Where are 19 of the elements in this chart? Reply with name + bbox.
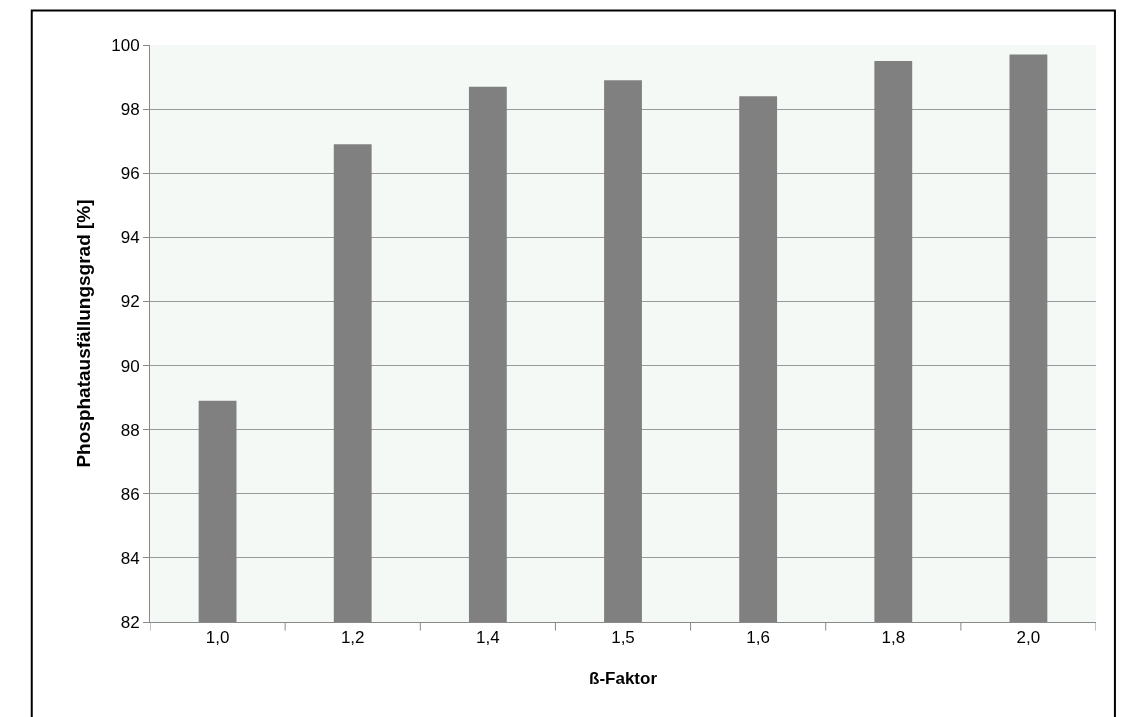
y-tick-label: 100 (111, 35, 140, 55)
x-tick-label: 1,2 (340, 628, 365, 648)
y-tick-label: 88 (120, 420, 140, 440)
x-tick-label: 1,4 (476, 628, 500, 648)
y-tick-label: 82 (120, 612, 140, 632)
x-tick-label: 1,0 (205, 628, 230, 648)
y-tick-label: 86 (120, 484, 140, 504)
y-tick-label: 98 (120, 100, 140, 120)
x-tick-label: 1,5 (611, 628, 635, 648)
y-tick-label: 84 (120, 548, 140, 568)
y-tick-label: 96 (120, 164, 140, 184)
x-tick-label: 1,8 (881, 628, 906, 648)
y-tick-label: 90 (120, 356, 140, 376)
y-axis-title: Phosphatausfällungsgrad [%] (73, 199, 95, 468)
y-tick-label: 92 (120, 292, 140, 312)
x-tick-label: 1,6 (746, 628, 770, 648)
x-tick-label: 2,0 (1016, 628, 1041, 648)
x-axis-title: ß-Faktor (589, 668, 658, 688)
y-tick-label: 94 (120, 228, 140, 248)
